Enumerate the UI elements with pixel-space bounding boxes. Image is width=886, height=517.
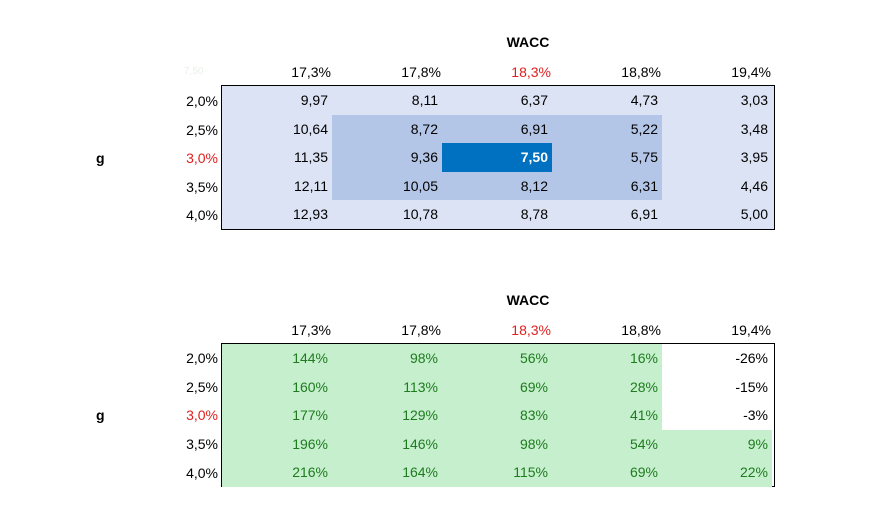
col-header: 18,8% xyxy=(621,64,661,80)
col-header: 17,8% xyxy=(401,64,441,80)
row-header: 2,5% xyxy=(186,122,218,138)
table-cell: 10,05 xyxy=(332,171,442,201)
table-cell: 10,64 xyxy=(292,120,328,137)
table-cell: -26% xyxy=(662,344,772,373)
table-cell: 8,12 xyxy=(442,171,552,201)
table-cell: 41% xyxy=(552,401,662,430)
table-cell: 11,35 xyxy=(294,149,328,166)
table-cell: 12,93 xyxy=(292,206,328,223)
table-cell: 129% xyxy=(332,401,442,430)
table-cell: 8,11 xyxy=(411,92,438,108)
table-cell: 12,11 xyxy=(294,177,328,194)
table-title: WACC xyxy=(506,34,550,50)
table-cell: 3,95 xyxy=(740,149,768,166)
table-cell: 9,36 xyxy=(332,143,442,172)
table-cell: 146% xyxy=(332,429,442,459)
table-cell: 5,00 xyxy=(740,206,768,223)
table-cell: 196% xyxy=(222,429,332,459)
table-cell: -3% xyxy=(662,401,772,430)
row-header: 2,0% xyxy=(186,93,218,109)
col-header: 17,8% xyxy=(401,322,441,338)
col-header: 18,8% xyxy=(621,322,661,338)
table-cell: 4,46 xyxy=(740,177,768,194)
table-cell: 6,37 xyxy=(520,92,548,108)
table-cell: 164% xyxy=(332,458,442,487)
row-header: 2,0% xyxy=(186,350,218,366)
table-cell: 22% xyxy=(662,458,772,487)
table-cell: 5,22 xyxy=(552,114,662,144)
table-cell: 10,78 xyxy=(402,206,438,223)
col-header-base: 18,3% xyxy=(511,64,551,80)
table-cell: 6,31 xyxy=(552,171,662,201)
table-cell: 54% xyxy=(552,429,662,459)
corner-label: 7,50 xyxy=(184,66,204,77)
table-cell: 69% xyxy=(552,458,662,487)
col-header: 19,4% xyxy=(731,322,771,338)
table-cell: 3,03 xyxy=(740,92,768,108)
table-title: WACC xyxy=(506,292,550,308)
col-header: 19,4% xyxy=(731,64,771,80)
table-cell: 28% xyxy=(552,372,662,402)
row-header: 4,0% xyxy=(186,207,218,223)
table-cell: 8,78 xyxy=(520,206,548,223)
row-header-base: 3,0% xyxy=(186,150,218,166)
base-case-cell: 7,50 xyxy=(442,143,552,172)
row-header: 3,5% xyxy=(186,179,218,195)
table-cell: 98% xyxy=(442,429,552,459)
table-cell: 83% xyxy=(442,401,552,430)
table-cell: 8,72 xyxy=(332,114,442,144)
table-cell: 144% xyxy=(222,344,332,373)
col-header: 17,3% xyxy=(291,64,331,80)
table-cell: 16% xyxy=(552,344,662,373)
table-cell: 5,75 xyxy=(552,143,662,172)
table-cell: 115% xyxy=(442,458,552,487)
row-header: 2,5% xyxy=(186,379,218,395)
table-cell: 56% xyxy=(442,344,552,373)
row-header: 3,5% xyxy=(186,436,218,452)
table-cell: 9,97 xyxy=(300,92,328,108)
table-cell: 98% xyxy=(332,344,442,373)
row-axis-label: g xyxy=(96,150,105,166)
table-cell: 9% xyxy=(662,429,772,459)
table-cell: 113% xyxy=(332,372,442,402)
table-cell: 177% xyxy=(222,401,332,430)
row-header: 4,0% xyxy=(186,465,218,481)
table-cell: 3,48 xyxy=(740,120,768,137)
table-cell: 69% xyxy=(442,372,552,402)
col-header: 17,3% xyxy=(291,322,331,338)
row-header-base: 3,0% xyxy=(186,407,218,423)
col-header-base: 18,3% xyxy=(511,322,551,338)
table-cell: 4,73 xyxy=(630,92,658,108)
value-grid: 144% 98% 56% 16% -26% 160% 113% 69% 28% … xyxy=(221,343,775,487)
table-cell: 216% xyxy=(222,458,332,487)
table-cell: 6,91 xyxy=(442,114,552,144)
row-axis-label: g xyxy=(96,407,105,423)
value-grid: 9,97 8,11 6,37 4,73 3,03 10,64 8,72 6,91… xyxy=(221,85,775,230)
table-cell: -15% xyxy=(662,372,772,402)
table-cell: 6,91 xyxy=(630,206,658,223)
table-cell: 160% xyxy=(222,372,332,402)
